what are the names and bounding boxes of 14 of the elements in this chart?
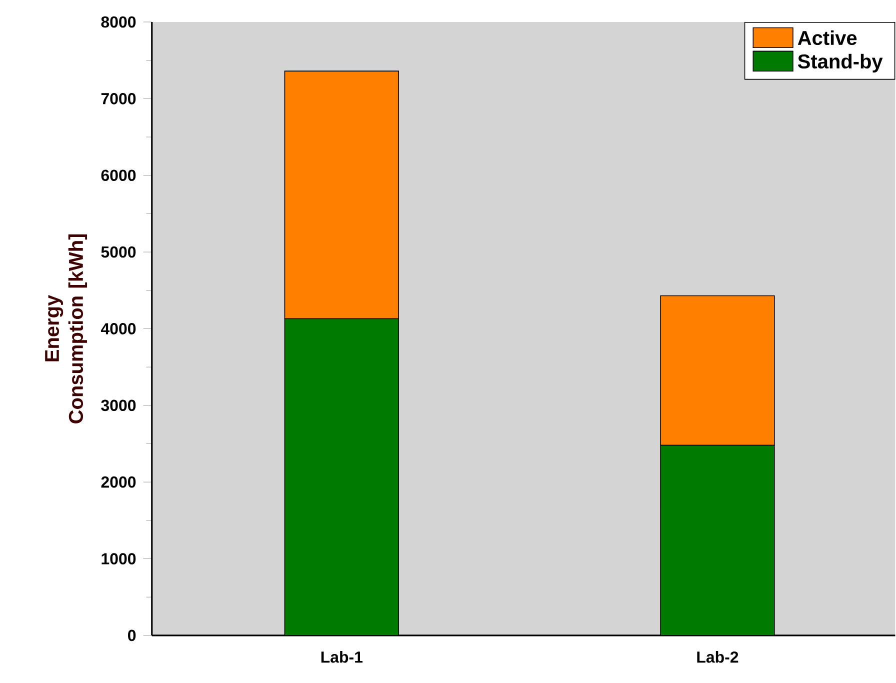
y-tick-label: 8000	[101, 16, 136, 28]
y-tick-label: 7000	[101, 92, 136, 104]
y-axis-title: Energy Consumption [kWh]	[45, 234, 87, 424]
legend-label: Active	[798, 30, 857, 45]
x-tick-label: Lab-2	[697, 650, 738, 663]
y-tick-label: 0	[128, 630, 136, 641]
y-tick-label: 2000	[101, 476, 136, 488]
x-tick-label: Lab-1	[321, 650, 363, 663]
y-tick-label: 3000	[101, 400, 136, 411]
legend-label: Stand-by	[798, 54, 883, 72]
y-tick-label: 1000	[102, 552, 136, 564]
y-tick-label: 6000	[101, 170, 136, 181]
y-tick-label: 5000	[101, 246, 136, 258]
y-tick-label: 4000	[100, 322, 136, 334]
